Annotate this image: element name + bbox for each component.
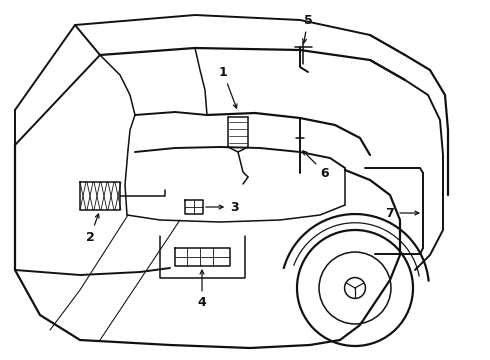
Text: 6: 6 [303, 151, 329, 180]
Text: 7: 7 [386, 207, 419, 220]
Text: 5: 5 [302, 14, 313, 43]
Text: 1: 1 [219, 66, 237, 108]
Text: 3: 3 [206, 201, 239, 213]
Text: 4: 4 [197, 270, 206, 310]
Text: 2: 2 [86, 214, 99, 243]
